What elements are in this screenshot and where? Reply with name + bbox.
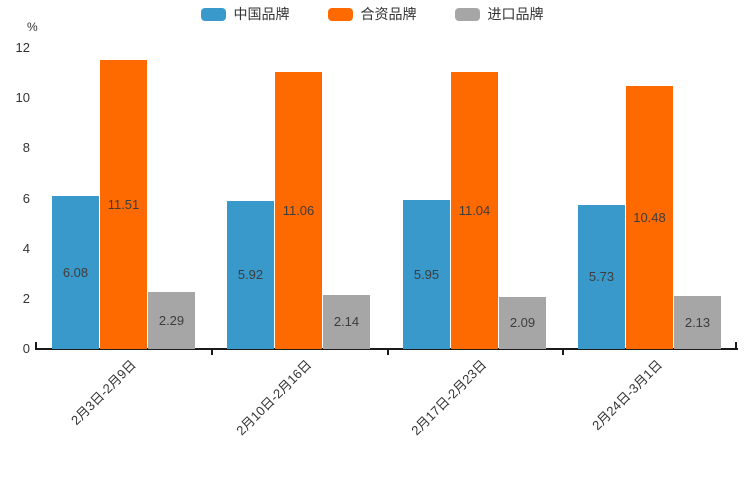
x-axis-line <box>35 348 738 350</box>
x-axis-tick <box>387 350 389 355</box>
y-axis-unit-label: % <box>27 20 38 34</box>
y-axis-tick-label: 2 <box>22 290 30 306</box>
bar <box>100 60 147 349</box>
legend-item[interactable]: 中国品牌 <box>200 6 290 22</box>
bar-value-label: 6.08 <box>62 264 89 280</box>
bar-value-label: 5.95 <box>413 266 440 282</box>
bar <box>403 200 450 349</box>
x-axis-end-cap <box>35 342 37 348</box>
bar-value-label: 5.73 <box>588 269 615 284</box>
bar-value-label: 5.92 <box>237 267 264 282</box>
bar-value-label: 11.04 <box>458 202 491 218</box>
x-axis-category-label: 2月10日-2月16日 <box>233 357 315 439</box>
bar <box>52 196 99 349</box>
bar <box>323 295 370 349</box>
legend-item[interactable]: 合资品牌 <box>327 6 417 22</box>
x-axis-category-label: 2月24日-3月1日 <box>588 357 665 434</box>
chart-legend: 中国品牌 合资品牌 进口品牌 <box>0 6 744 22</box>
bar <box>674 296 721 349</box>
y-axis-tick-label: 4 <box>22 240 30 256</box>
y-axis-tick-label: 6 <box>22 190 30 206</box>
legend-swatch-icon <box>454 7 480 21</box>
bar-value-label: 2.13 <box>684 314 711 330</box>
bar-value-label: 2.14 <box>333 314 360 329</box>
legend-label: 中国品牌 <box>233 6 290 22</box>
bar-value-label: 2.09 <box>509 315 536 330</box>
y-axis-tick-label: 10 <box>15 90 30 106</box>
legend-swatch-icon <box>327 7 353 21</box>
y-axis-tick-label: 8 <box>22 140 30 156</box>
x-axis-tick <box>562 350 564 355</box>
bar <box>451 72 498 349</box>
bar <box>499 297 546 349</box>
y-axis-tick-label: 12 <box>15 40 30 55</box>
bar <box>626 86 673 349</box>
bar-value-label: 2.29 <box>158 312 185 328</box>
bar <box>275 72 322 349</box>
x-axis-end-cap <box>735 342 737 348</box>
bar <box>148 292 195 349</box>
x-axis-category-label: 2月17日-2月23日 <box>408 357 490 439</box>
bar-value-label: 11.06 <box>282 202 315 218</box>
x-axis-tick <box>211 350 213 355</box>
legend-label: 合资品牌 <box>360 6 417 22</box>
legend-swatch-icon <box>200 7 226 21</box>
y-axis-tick-label: 0 <box>22 341 30 356</box>
legend-item[interactable]: 进口品牌 <box>454 6 544 22</box>
legend-label: 进口品牌 <box>487 6 544 22</box>
bar-value-label: 10.48 <box>633 209 666 225</box>
bar <box>578 205 625 349</box>
x-axis-category-label: 2月3日-2月9日 <box>68 357 140 428</box>
bar <box>227 201 274 349</box>
bar-value-label: 11.51 <box>107 196 140 212</box>
